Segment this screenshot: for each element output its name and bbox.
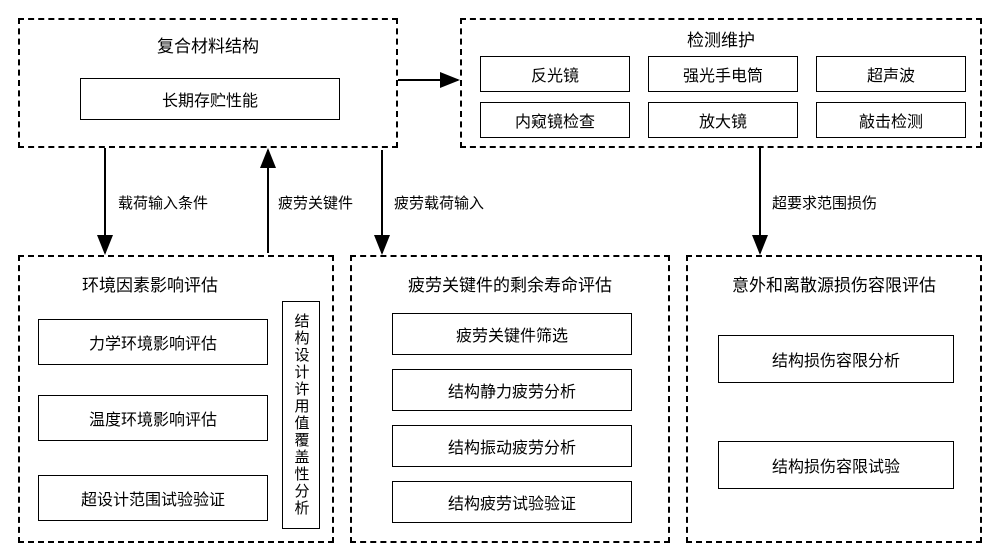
edge-label-fatigue-key: 疲劳关键件 bbox=[276, 192, 355, 213]
box-label: 结构损伤容限试验 bbox=[772, 453, 900, 477]
title-inspection-maintenance: 检测维护 bbox=[462, 26, 980, 51]
box-long-term-storage: 长期存贮性能 bbox=[80, 78, 340, 120]
box-label: 反光镜 bbox=[531, 62, 579, 86]
edge-label-fatigue-load: 疲劳载荷输入 bbox=[392, 192, 486, 213]
box-label: 长期存贮性能 bbox=[162, 87, 258, 111]
box-over-design-test: 超设计范围试验验证 bbox=[38, 475, 268, 521]
box-label: 内窥镜检查 bbox=[515, 108, 595, 132]
group-fatigue-life-assessment: 疲劳关键件的剩余寿命评估 疲劳关键件筛选 结构静力疲劳分析 结构振动疲劳分析 结… bbox=[350, 255, 670, 543]
box-label: 结构振动疲劳分析 bbox=[448, 434, 576, 458]
edge-label-over-req-damage: 超要求范围损伤 bbox=[770, 192, 879, 213]
box-label: 结构静力疲劳分析 bbox=[448, 378, 576, 402]
box-label: 结构损伤容限分析 bbox=[772, 347, 900, 371]
box-mirror: 反光镜 bbox=[480, 56, 630, 92]
title-damage-tolerance-assessment: 意外和离散源损伤容限评估 bbox=[688, 271, 980, 296]
box-label: 强光手电筒 bbox=[683, 62, 763, 86]
box-label: 温度环境影响评估 bbox=[89, 406, 217, 430]
box-label: 力学环境影响评估 bbox=[89, 330, 217, 354]
box-vibration-fatigue: 结构振动疲劳分析 bbox=[392, 425, 632, 467]
box-magnifier: 放大镜 bbox=[648, 102, 798, 138]
box-fatigue-test-verify: 结构疲劳试验验证 bbox=[392, 481, 632, 523]
box-fatigue-screening: 疲劳关键件筛选 bbox=[392, 313, 632, 355]
group-inspection-maintenance: 检测维护 反光镜 强光手电筒 超声波 内窥镜检查 放大镜 敲击检测 bbox=[460, 18, 982, 148]
box-label: 结构设计许用值覆盖性分析 bbox=[291, 313, 312, 517]
box-temperature-env: 温度环境影响评估 bbox=[38, 395, 268, 441]
group-composite-structure: 复合材料结构 长期存贮性能 bbox=[18, 18, 398, 148]
group-damage-tolerance-assessment: 意外和离散源损伤容限评估 结构损伤容限分析 结构损伤容限试验 bbox=[686, 255, 982, 543]
box-label: 超声波 bbox=[867, 62, 915, 86]
box-tap-test: 敲击检测 bbox=[816, 102, 966, 138]
edge-label-load-input: 载荷输入条件 bbox=[116, 192, 210, 213]
title-fatigue-life-assessment: 疲劳关键件的剩余寿命评估 bbox=[352, 271, 668, 296]
box-ultrasound: 超声波 bbox=[816, 56, 966, 92]
box-endoscope: 内窥镜检查 bbox=[480, 102, 630, 138]
box-label: 疲劳关键件筛选 bbox=[456, 322, 568, 346]
box-label: 敲击检测 bbox=[859, 108, 923, 132]
box-static-fatigue: 结构静力疲劳分析 bbox=[392, 369, 632, 411]
title-environmental-assessment: 环境因素影响评估 bbox=[20, 271, 280, 296]
group-environmental-assessment: 环境因素影响评估 力学环境影响评估 温度环境影响评估 超设计范围试验验证 结构设… bbox=[18, 255, 334, 543]
box-mechanical-env: 力学环境影响评估 bbox=[38, 319, 268, 365]
box-design-allowable-coverage: 结构设计许用值覆盖性分析 bbox=[282, 301, 320, 529]
box-damage-tolerance-analysis: 结构损伤容限分析 bbox=[718, 335, 954, 383]
box-label: 放大镜 bbox=[699, 108, 747, 132]
title-composite-structure: 复合材料结构 bbox=[20, 32, 396, 57]
box-label: 超设计范围试验验证 bbox=[81, 486, 225, 510]
box-damage-tolerance-test: 结构损伤容限试验 bbox=[718, 441, 954, 489]
box-label: 结构疲劳试验验证 bbox=[448, 490, 576, 514]
box-flashlight: 强光手电筒 bbox=[648, 56, 798, 92]
